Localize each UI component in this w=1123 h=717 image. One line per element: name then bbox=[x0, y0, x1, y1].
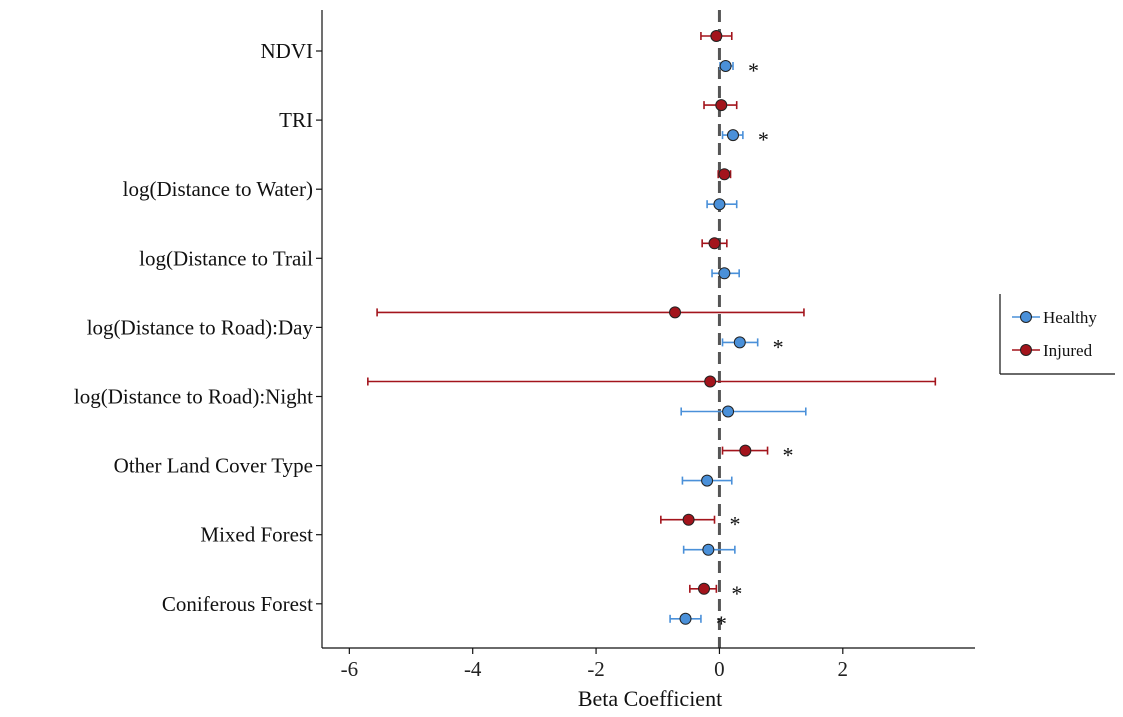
data-point bbox=[718, 267, 731, 280]
legend-key-point bbox=[1020, 344, 1032, 356]
data-point bbox=[679, 612, 692, 625]
series-healthy: **** bbox=[669, 58, 807, 636]
x-tick-label: -2 bbox=[587, 657, 605, 681]
x-tick-labels: -6 -4 -2 0 2 bbox=[341, 648, 848, 681]
data-point bbox=[701, 474, 714, 487]
significance-star: * bbox=[773, 334, 784, 359]
data-point bbox=[702, 543, 715, 556]
category-label: Coniferous Forest bbox=[162, 592, 313, 616]
series-injured: * * * bbox=[367, 30, 937, 606]
significance-star: * bbox=[716, 611, 727, 636]
significance-star: * bbox=[748, 58, 759, 83]
data-point bbox=[722, 405, 735, 418]
axes-layer bbox=[321, 10, 975, 649]
data-point bbox=[669, 306, 682, 319]
legend-box bbox=[1000, 294, 1115, 374]
category-labels: NDVI TRI log(Distance to Water) log(Distanc… bbox=[74, 39, 322, 616]
category-label: Other Land Cover Type bbox=[114, 454, 313, 478]
significance-star: * bbox=[730, 512, 741, 537]
data-point bbox=[727, 129, 740, 142]
data-point bbox=[713, 198, 726, 211]
data-point bbox=[739, 444, 752, 457]
category-label: log(Distance to Road):Night bbox=[74, 385, 313, 409]
data-point bbox=[682, 513, 695, 526]
x-tick-label: -4 bbox=[464, 657, 482, 681]
data-point bbox=[698, 582, 711, 595]
data-point bbox=[710, 30, 723, 42]
x-tick-label: 2 bbox=[838, 657, 849, 681]
legend-label-injured: Injured bbox=[1043, 341, 1093, 360]
data-point bbox=[715, 99, 728, 112]
data-point bbox=[733, 336, 746, 349]
data-point bbox=[708, 237, 721, 250]
category-label: log(Distance to Water) bbox=[123, 177, 313, 201]
significance-star: * bbox=[731, 581, 742, 606]
x-axis-title: Beta Coefficient bbox=[578, 686, 722, 711]
data-point bbox=[718, 168, 731, 181]
category-label: log(Distance to Trail bbox=[139, 246, 313, 270]
category-label: NDVI bbox=[261, 39, 314, 63]
category-label: log(Distance to Road):Day bbox=[87, 315, 314, 339]
legend-key-point bbox=[1020, 311, 1032, 323]
category-label: TRI bbox=[279, 108, 313, 132]
data-point bbox=[719, 60, 732, 72]
data-point bbox=[704, 375, 717, 388]
x-tick-label: -6 bbox=[341, 657, 359, 681]
significance-star: * bbox=[758, 127, 769, 152]
category-label: Mixed Forest bbox=[200, 523, 313, 547]
x-tick-label: 0 bbox=[714, 657, 725, 681]
legend: Healthy Injured bbox=[999, 294, 1115, 375]
significance-star: * bbox=[783, 443, 794, 468]
legend-label-healthy: Healthy bbox=[1043, 308, 1097, 327]
series-layer: ******* bbox=[367, 30, 937, 636]
